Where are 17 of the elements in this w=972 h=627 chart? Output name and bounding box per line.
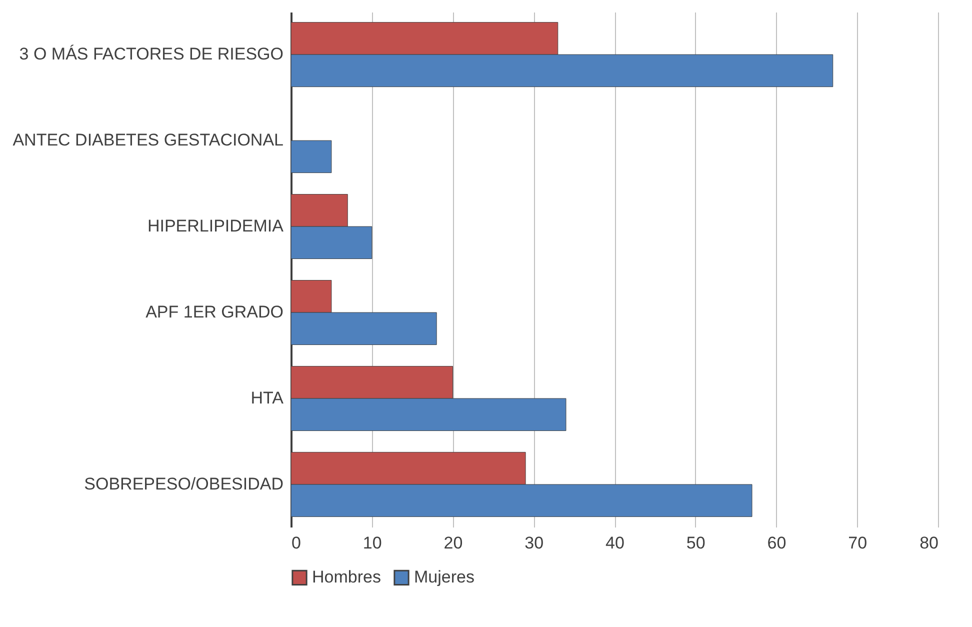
legend-label: Mujeres bbox=[414, 568, 474, 587]
x-tick-label: 80 bbox=[920, 534, 938, 552]
x-tick-label: 30 bbox=[524, 534, 544, 552]
x-tick-label: 20 bbox=[444, 534, 463, 552]
y-tick-label: HTA bbox=[250, 388, 284, 408]
x-tick-label: 0 bbox=[292, 534, 301, 552]
x-tick-label: 40 bbox=[606, 534, 624, 552]
y-tick-label: 3 O MÁS FACTORES DE RIESGO bbox=[19, 44, 284, 64]
y-tick-label: SOBREPESO/OBESIDAD bbox=[84, 474, 284, 494]
x-tick-label: 70 bbox=[848, 534, 868, 552]
x-tick-label: 50 bbox=[686, 534, 706, 552]
x-tick-label: 60 bbox=[767, 534, 786, 552]
y-tick-label: ANTEC DIABETES GESTACIONAL bbox=[12, 130, 284, 150]
y-tick-label: HIPERLIPIDEMIA bbox=[147, 216, 284, 236]
y-tick-label: APF 1ER GRADO bbox=[146, 302, 284, 322]
x-tick-label: 10 bbox=[362, 534, 382, 552]
legend-label: Hombres bbox=[312, 568, 381, 587]
